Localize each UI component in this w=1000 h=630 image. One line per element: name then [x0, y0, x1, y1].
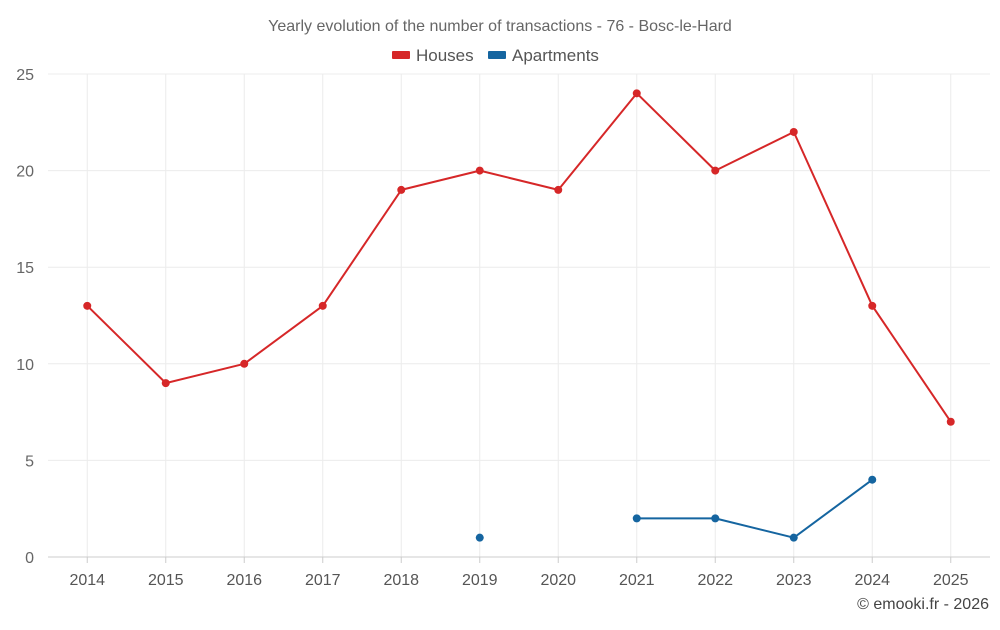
data-point-houses [789, 127, 798, 136]
legend-label-houses: Houses [416, 46, 474, 65]
legend: Houses Apartments [392, 46, 599, 65]
data-point-houses [397, 185, 406, 194]
legend-swatch-apartments [488, 51, 506, 59]
data-point-houses [946, 417, 955, 426]
data-point-houses [240, 359, 249, 368]
x-tick-label: 2020 [540, 572, 576, 589]
x-tick-label: 2024 [854, 572, 890, 589]
series-line-houses [86, 92, 952, 423]
series-line-apartments [636, 478, 873, 539]
data-point-houses [475, 166, 484, 175]
data-point-apartments [632, 514, 641, 523]
grid [48, 73, 990, 557]
x-tick-label: 2021 [619, 572, 655, 589]
data-point-apartments [868, 475, 877, 484]
legend-swatch-houses [392, 51, 410, 59]
x-tick-label: 2014 [69, 572, 105, 589]
chart-title: Yearly evolution of the number of transa… [268, 18, 732, 35]
x-tick-label: 2022 [697, 572, 733, 589]
data-point-houses [711, 166, 720, 175]
y-tick-label: 10 [16, 357, 34, 374]
x-tick-label: 2025 [933, 572, 969, 589]
y-tick-label: 5 [25, 453, 34, 470]
y-tick-label: 0 [25, 550, 34, 567]
legend-label-apartments: Apartments [512, 46, 599, 65]
x-tick-label: 2019 [462, 572, 498, 589]
x-tick-label: 2017 [305, 572, 341, 589]
y-tick-label: 15 [16, 260, 34, 277]
data-point-houses [554, 185, 563, 194]
data-point-houses [83, 301, 92, 310]
data-point-apartments [789, 533, 798, 542]
x-tick-label: 2016 [226, 572, 262, 589]
credit-text: © emooki.fr - 2026 [857, 596, 989, 613]
series-layer [83, 89, 955, 542]
x-tick-label: 2015 [148, 572, 184, 589]
data-point-apartments [711, 514, 720, 523]
data-point-houses [318, 301, 327, 310]
x-tick-label: 2018 [383, 572, 419, 589]
y-tick-label: 25 [16, 67, 34, 84]
data-point-houses [161, 379, 170, 388]
data-point-apartments [475, 533, 484, 542]
data-point-houses [868, 301, 877, 310]
data-point-houses [632, 89, 641, 98]
x-tick-label: 2023 [776, 572, 812, 589]
y-tick-label: 20 [16, 164, 34, 181]
